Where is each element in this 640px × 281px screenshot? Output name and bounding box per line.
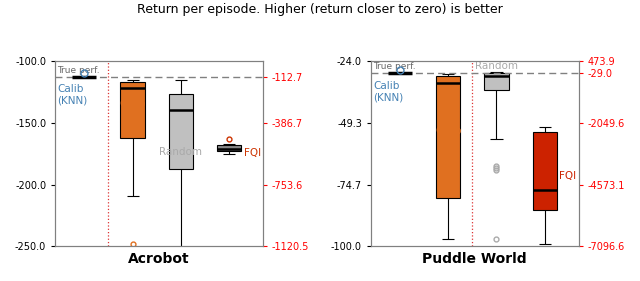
Bar <box>532 132 557 210</box>
X-axis label: Puddle World: Puddle World <box>422 252 527 266</box>
Text: Calib
(KNN): Calib (KNN) <box>58 84 88 106</box>
Bar <box>217 145 241 151</box>
Text: Calib
(NN): Calib (NN) <box>435 126 461 148</box>
Text: FQI: FQI <box>244 148 260 158</box>
Bar <box>120 82 145 138</box>
Text: Calib
(KNN): Calib (KNN) <box>373 81 403 102</box>
Bar <box>169 94 193 169</box>
Text: Return per episode. Higher (return closer to zero) is better: Return per episode. Higher (return close… <box>137 3 503 16</box>
Text: Random: Random <box>159 148 202 157</box>
Bar <box>484 73 509 90</box>
Text: FQI: FQI <box>559 171 577 181</box>
Text: True perf.: True perf. <box>58 66 100 75</box>
Text: Calib
(NN): Calib (NN) <box>120 99 146 121</box>
Text: Random: Random <box>475 61 518 71</box>
Bar <box>436 76 460 198</box>
X-axis label: Acrobot: Acrobot <box>128 252 190 266</box>
Text: True perf.: True perf. <box>373 62 415 71</box>
